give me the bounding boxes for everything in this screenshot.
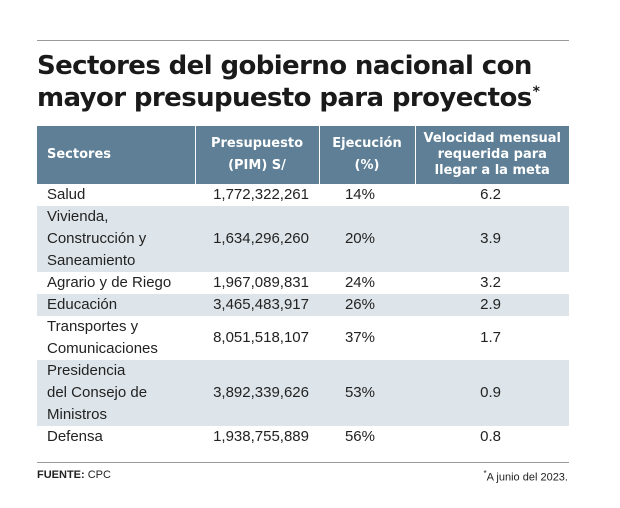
sector-line: Transportes y bbox=[47, 318, 139, 335]
header-speed: Velocidad mensual requerida para llegar … bbox=[414, 126, 569, 184]
header-speed-line3: llegar a la meta bbox=[434, 163, 550, 178]
budget-table: Sectores Presupuesto (PIM) S/ Ejecución … bbox=[37, 126, 569, 448]
cell-sector: Defensa bbox=[37, 426, 195, 448]
sector-line: Presidencia bbox=[47, 362, 126, 379]
cell-execution: 37% bbox=[344, 329, 375, 346]
sector-line: Vivienda, bbox=[47, 208, 109, 225]
top-divider bbox=[37, 40, 569, 41]
title-line-1: Sectores del gobierno nacional con bbox=[37, 51, 532, 81]
sector-line: del Consejo de bbox=[47, 384, 148, 401]
header-budget-line2: (PIM) S/ bbox=[228, 158, 286, 173]
header-sector-label: Sectores bbox=[47, 147, 111, 162]
cell-speed: 3.2 bbox=[480, 274, 501, 291]
cell-sector: Vivienda, Construcción y Saneamiento bbox=[37, 206, 195, 272]
cell-execution: 20% bbox=[319, 206, 415, 272]
cell-sector: Educación bbox=[37, 294, 195, 316]
title-asterisk: * bbox=[532, 84, 540, 101]
table-row: Transportes y Comunicaciones 8,051,518,1… bbox=[37, 316, 569, 360]
sector-line: Construcción y bbox=[47, 230, 147, 247]
cell-budget: 1,772,322,261 bbox=[213, 186, 309, 203]
table-row: Vivienda, Construcción y Saneamiento 1,6… bbox=[37, 206, 569, 272]
header-speed-line2: requerida para bbox=[437, 147, 547, 162]
cell-speed: 3.9 bbox=[415, 206, 569, 272]
header-execution: Ejecución (%) bbox=[318, 126, 415, 184]
cell-execution: 14% bbox=[344, 186, 375, 203]
cell-budget: 1,634,296,260 bbox=[195, 206, 319, 272]
cell-sector: Presidencia del Consejo de Ministros bbox=[37, 360, 195, 426]
footnote: *A junio del 2023. bbox=[484, 469, 568, 484]
header-speed-line1: Velocidad mensual bbox=[423, 131, 561, 146]
header-execution-line2: (%) bbox=[354, 158, 380, 173]
footnote-marker: * bbox=[483, 469, 487, 478]
title-line-2-text: mayor presupuesto para proyectos bbox=[37, 83, 532, 113]
cell-budget: 1,938,755,889 bbox=[213, 428, 309, 445]
source-label: FUENTE: bbox=[37, 469, 85, 481]
cell-sector: Salud bbox=[37, 184, 195, 206]
sector-line: Defensa bbox=[47, 428, 103, 445]
cell-execution: 56% bbox=[344, 428, 375, 445]
source-credit: FUENTE: CPC bbox=[37, 469, 111, 481]
cell-speed: 0.9 bbox=[415, 360, 569, 426]
bottom-divider bbox=[37, 462, 569, 463]
table-row: Defensa 1,938,755,889 56% 0.8 bbox=[37, 426, 569, 448]
cell-budget: 3,465,483,917 bbox=[195, 294, 319, 316]
header-budget: Presupuesto (PIM) S/ bbox=[194, 126, 319, 184]
table-row: Presidencia del Consejo de Ministros 3,8… bbox=[37, 360, 569, 426]
cell-sector: Transportes y Comunicaciones bbox=[37, 316, 195, 360]
sector-line: Salud bbox=[47, 186, 86, 203]
table-row: Educación 3,465,483,917 26% 2.9 bbox=[37, 294, 569, 316]
cell-execution: 53% bbox=[319, 360, 415, 426]
cell-sector: Agrario y de Riego bbox=[37, 272, 195, 294]
table-row: Agrario y de Riego 1,967,089,831 24% 3.2 bbox=[37, 272, 569, 294]
cell-speed: 6.2 bbox=[480, 186, 501, 203]
header-sector: Sectores bbox=[37, 126, 195, 184]
sector-line: Ministros bbox=[47, 406, 108, 423]
header-budget-line1: Presupuesto bbox=[210, 136, 303, 151]
table-row: Salud 1,772,322,261 14% 6.2 bbox=[37, 184, 569, 206]
cell-execution: 26% bbox=[319, 294, 415, 316]
sector-line: Educación bbox=[47, 296, 118, 313]
cell-speed: 0.8 bbox=[480, 428, 501, 445]
sector-line: Comunicaciones bbox=[47, 340, 158, 357]
sector-line: Agrario y de Riego bbox=[47, 274, 172, 291]
cell-budget: 8,051,518,107 bbox=[213, 329, 309, 346]
header-execution-line1: Ejecución bbox=[332, 136, 402, 151]
cell-speed: 2.9 bbox=[415, 294, 569, 316]
cell-speed: 1.7 bbox=[480, 329, 501, 346]
sector-line: Saneamiento bbox=[47, 252, 136, 269]
title-line-2: mayor presupuesto para proyectos* bbox=[37, 82, 577, 114]
source-value: CPC bbox=[87, 469, 111, 481]
table-header-row: Sectores Presupuesto (PIM) S/ Ejecución … bbox=[37, 126, 569, 184]
cell-budget: 3,892,339,626 bbox=[195, 360, 319, 426]
cell-execution: 24% bbox=[344, 274, 375, 291]
footnote-text: A junio del 2023. bbox=[486, 471, 568, 484]
cell-budget: 1,967,089,831 bbox=[213, 274, 309, 291]
page-title: Sectores del gobierno nacional con mayor… bbox=[37, 50, 577, 114]
